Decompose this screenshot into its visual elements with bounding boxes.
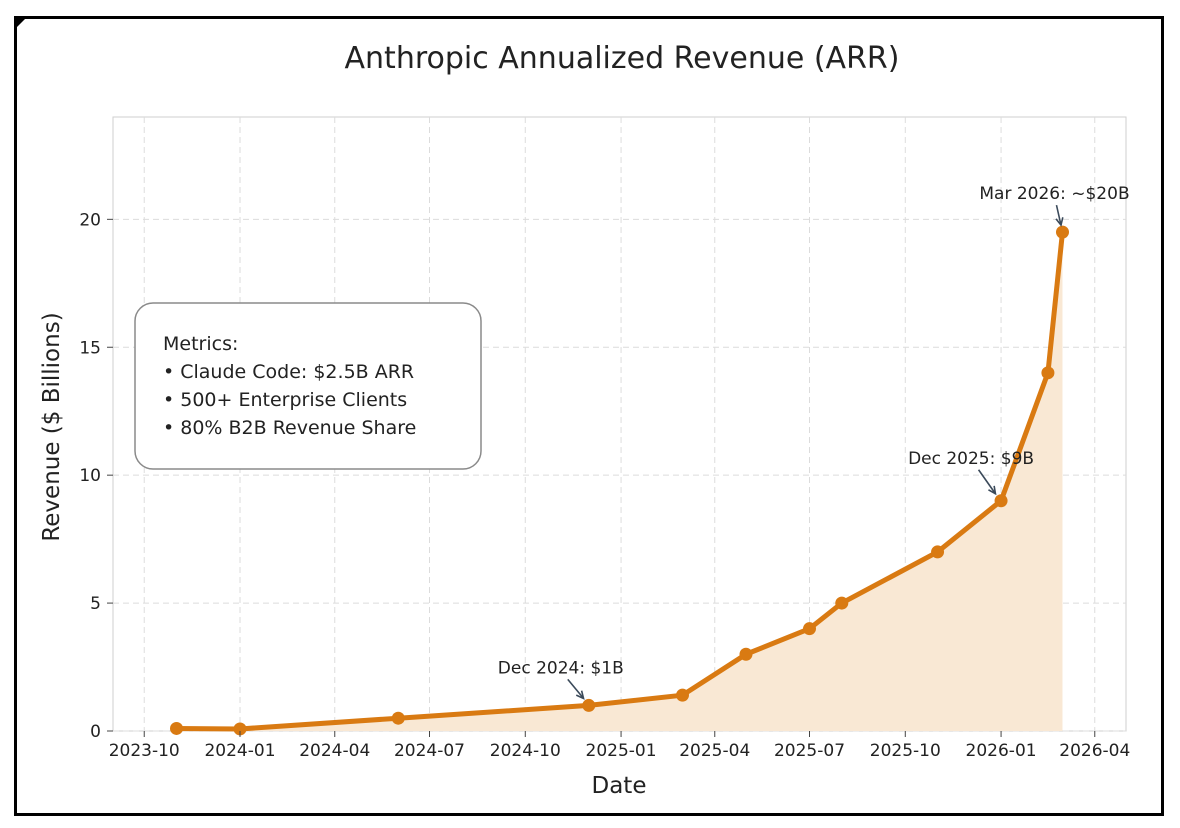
x-tick-label: 2024-01 <box>204 741 275 761</box>
annotation-arrowhead <box>988 485 997 496</box>
annotation-arrowhead <box>1055 217 1064 227</box>
chart-title: Anthropic Annualized Revenue (ARR) <box>345 41 900 76</box>
data-points <box>170 225 1069 736</box>
annotation-arrow <box>567 678 585 699</box>
x-tick-label: 2025-04 <box>679 741 750 761</box>
x-tick-label: 2023-10 <box>109 741 180 761</box>
data-point <box>1041 366 1055 380</box>
y-tick-label: 5 <box>90 594 101 614</box>
x-tick-label: 2024-07 <box>394 741 465 761</box>
data-point <box>803 622 817 636</box>
y-axis-ticks: 0 5 10 15 20 <box>79 210 113 742</box>
data-point <box>391 711 405 725</box>
data-point <box>170 721 184 735</box>
data-point <box>931 545 945 559</box>
x-tick-label: 2025-07 <box>774 741 845 761</box>
annotation-label: Dec 2024: $1B <box>498 658 624 678</box>
y-tick-label: 20 <box>79 210 101 230</box>
revenue-line <box>174 229 1065 732</box>
data-point <box>739 647 753 661</box>
data-point <box>582 698 596 712</box>
x-axis-label: Date <box>592 773 647 799</box>
data-point <box>994 494 1008 508</box>
x-tick-label: 2025-10 <box>870 741 941 761</box>
annotation-arrow <box>977 469 997 495</box>
x-axis-ticks: 2023-10 2024-01 2024-04 2024-07 2024-10 2025-… <box>109 731 1130 761</box>
x-tick-label: 2026-04 <box>1059 741 1130 761</box>
y-axis-label: Revenue ($ Billions) <box>39 312 65 541</box>
corner-mark <box>17 19 25 27</box>
annotation-arrowhead <box>575 690 585 700</box>
legend-heading: Metrics: <box>163 333 238 355</box>
legend-item-b2b-share: • 80% B2B Revenue Share <box>163 417 416 439</box>
data-point <box>233 722 247 736</box>
annotation-label: Mar 2026: ~$20B <box>979 184 1129 204</box>
annotation-label: Dec 2025: $9B <box>908 449 1034 469</box>
data-point <box>835 596 849 610</box>
annotations: Dec 2024: $1B Dec 2025: $9B Mar 2026: ~$20… <box>498 184 1130 700</box>
legend-item-claude-code: • Claude Code: $2.5B ARR <box>163 361 414 383</box>
x-tick-label: 2025-01 <box>586 741 657 761</box>
x-tick-label: 2024-04 <box>299 741 370 761</box>
y-tick-label: 15 <box>79 338 101 358</box>
x-tick-label: 2026-01 <box>966 741 1037 761</box>
legend-item-enterprise-clients: • 500+ Enterprise Clients <box>163 389 407 411</box>
data-point <box>1055 225 1069 239</box>
y-tick-label: 10 <box>79 466 101 486</box>
metrics-legend-box: Metrics: • Claude Code: $2.5B ARR • 500+… <box>134 302 482 470</box>
y-tick-label: 0 <box>90 722 101 742</box>
legend-box-frame <box>134 302 482 470</box>
x-tick-label: 2024-10 <box>490 741 561 761</box>
annotation-arrow <box>1055 204 1062 226</box>
data-point <box>675 688 689 702</box>
